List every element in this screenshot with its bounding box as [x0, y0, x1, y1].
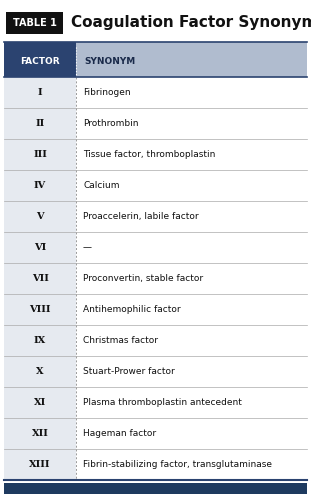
Bar [4, 356, 76, 387]
Bar [76, 201, 307, 232]
Bar [76, 232, 307, 263]
Text: Calcium: Calcium [83, 181, 119, 190]
Bar [4, 387, 76, 418]
Bar [4, 139, 76, 170]
Bar [76, 449, 307, 480]
Text: Fibrin-stabilizing factor, transglutaminase: Fibrin-stabilizing factor, transglutamin… [83, 460, 272, 469]
Text: —: — [83, 243, 92, 252]
Bar [76, 47, 307, 77]
Text: FACTOR: FACTOR [20, 57, 60, 66]
Bar [4, 449, 76, 480]
Bar [76, 294, 307, 325]
Bar [76, 108, 307, 139]
Bar [76, 170, 307, 201]
Bar [76, 356, 307, 387]
Bar [4, 294, 76, 325]
Text: X: X [36, 367, 44, 376]
Bar [4, 77, 76, 108]
Text: I: I [38, 88, 42, 97]
Text: SYNONYM: SYNONYM [84, 57, 135, 66]
Bar [76, 42, 307, 47]
Text: Coagulation Factor Synonyms: Coagulation Factor Synonyms [71, 15, 311, 31]
Text: Proaccelerin, labile factor: Proaccelerin, labile factor [83, 212, 199, 221]
Text: Fibrinogen: Fibrinogen [83, 88, 131, 97]
Bar [76, 418, 307, 449]
Text: Antihemophilic factor: Antihemophilic factor [83, 305, 181, 314]
Bar [76, 387, 307, 418]
Bar [4, 170, 76, 201]
Text: XIII: XIII [29, 460, 51, 469]
Text: Christmas factor: Christmas factor [83, 336, 158, 345]
Bar [76, 139, 307, 170]
Bar [6, 12, 63, 34]
Text: III: III [33, 150, 47, 159]
Text: IV: IV [34, 181, 46, 190]
Text: TABLE 1: TABLE 1 [12, 18, 56, 28]
Text: VII: VII [31, 274, 49, 283]
Text: II: II [35, 119, 44, 128]
Text: VIII: VIII [29, 305, 51, 314]
Text: Plasma thromboplastin antecedent: Plasma thromboplastin antecedent [83, 398, 242, 407]
Text: IX: IX [34, 336, 46, 345]
Bar [4, 108, 76, 139]
Bar [4, 325, 76, 356]
Bar [76, 77, 307, 108]
Text: Tissue factor, thromboplastin: Tissue factor, thromboplastin [83, 150, 216, 159]
Text: Stuart-Prower factor: Stuart-Prower factor [83, 367, 175, 376]
Text: Hageman factor: Hageman factor [83, 429, 156, 438]
Bar [4, 232, 76, 263]
Bar [4, 47, 76, 77]
Text: XII: XII [31, 429, 49, 438]
Bar [4, 201, 76, 232]
Text: Prothrombin: Prothrombin [83, 119, 138, 128]
Bar [4, 263, 76, 294]
Bar [4, 418, 76, 449]
Bar [76, 325, 307, 356]
Text: V: V [36, 212, 44, 221]
Bar [4, 4, 307, 42]
Bar [4, 42, 76, 47]
Text: VI: VI [34, 243, 46, 252]
Bar [76, 263, 307, 294]
Text: Proconvertin, stable factor: Proconvertin, stable factor [83, 274, 203, 283]
Bar [4, 483, 307, 494]
Text: XI: XI [34, 398, 46, 407]
